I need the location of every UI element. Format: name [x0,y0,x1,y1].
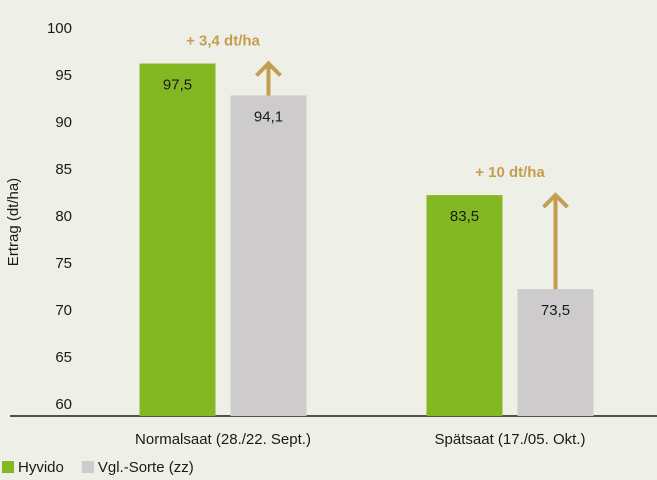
legend-label: Hyvido [18,459,64,476]
x-tick-label: Normalsaat (28./22. Sept.) [135,431,311,448]
bar [517,289,594,416]
y-tick-label: 95 [55,67,72,84]
arrow-head [255,60,282,77]
value-label: 94,1 [254,108,283,125]
bar [230,95,307,417]
annotation: + 3,4 dt/ha [186,32,260,49]
bar [139,63,216,416]
y-tick-label: 70 [55,302,72,319]
legend-swatch [81,461,94,473]
annotation: + 10 dt/ha [475,164,545,181]
value-label: 73,5 [541,302,570,319]
legend-label: Vgl.-Sorte (zz) [98,459,194,476]
y-tick-label: 75 [55,255,72,272]
value-label: 83,5 [450,208,479,225]
x-tick-label: Spätsaat (17./05. Okt.) [435,431,586,448]
arrow-head [542,192,569,209]
bar [426,195,503,416]
y-axis-label: Ertrag (dt/ha) [5,178,22,266]
y-tick-label: 80 [55,208,72,225]
y-tick-label: 90 [55,114,72,131]
value-label: 97,5 [163,76,192,93]
y-tick-label: 60 [55,396,72,413]
y-tick-label: 85 [55,161,72,178]
y-tick-label: 65 [55,349,72,366]
legend-swatch [2,461,14,473]
y-tick-label: 100 [47,20,72,37]
